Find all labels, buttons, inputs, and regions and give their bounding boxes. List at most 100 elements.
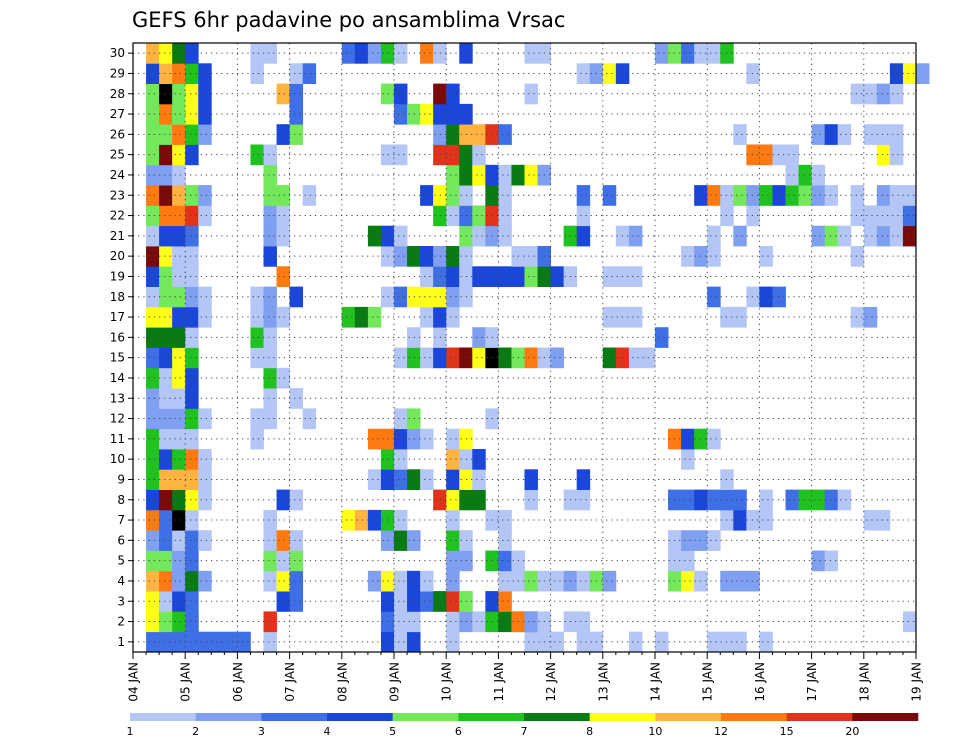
heatmap-cell: [250, 306, 264, 328]
heatmap-cell: [420, 103, 434, 125]
heatmap-cell: [889, 63, 904, 84]
heatmap-cell: [746, 509, 773, 531]
heatmap-cell: [863, 306, 878, 328]
heatmap-cell: [172, 103, 186, 125]
heatmap-cell: [185, 509, 199, 531]
heatmap-cell: [159, 428, 199, 450]
heatmap-cell: [837, 225, 852, 247]
heatmap-cell: [172, 367, 186, 389]
heatmap-cell: [146, 428, 160, 450]
heatmap-cell: [524, 43, 551, 64]
heatmap-cell: [394, 449, 408, 470]
heatmap-cell: [263, 144, 277, 166]
heatmap-cell: [185, 205, 199, 227]
heatmap-cell: [302, 408, 317, 430]
heatmap-cell: [707, 428, 721, 450]
heatmap-cell: [185, 63, 199, 84]
heatmap-cell: [720, 306, 747, 328]
heatmap-cell: [681, 570, 695, 592]
y-tick-label: 7: [117, 513, 125, 527]
heatmap-cell: [263, 367, 277, 389]
heatmap-cell: [850, 83, 878, 105]
heatmap-cell: [472, 347, 486, 369]
heatmap-cell: [394, 408, 408, 430]
heatmap-cell: [759, 489, 773, 511]
chart-title: GEFS 6hr padavine po ansamblima Vrsac: [132, 8, 565, 32]
y-tick-label: 21: [110, 229, 125, 243]
heatmap-cell: [146, 530, 160, 551]
heatmap-cell: [250, 63, 264, 84]
heatmap-cell: [159, 266, 173, 287]
heatmap-cell: [759, 286, 773, 308]
heatmap-cell: [185, 83, 199, 105]
x-tick-label: 19 JAN: [910, 662, 924, 702]
y-tick-label: 27: [110, 107, 125, 121]
heatmap-cell: [655, 631, 669, 653]
heatmap-cell: [185, 225, 199, 247]
heatmap-cell: [824, 489, 839, 511]
heatmap-cell: [159, 509, 173, 531]
heatmap-cell: [250, 327, 264, 348]
heatmap-cell: [146, 347, 160, 369]
heatmap-cell: [380, 449, 395, 470]
heatmap-cell: [172, 83, 186, 105]
heatmap-cell: [498, 550, 512, 572]
y-tick-label: 14: [110, 371, 125, 385]
heatmap-cell: [289, 63, 304, 84]
heatmap-cell: [159, 185, 173, 206]
heatmap-cell: [380, 286, 395, 308]
y-tick-label: 23: [110, 188, 125, 202]
heatmap-cell: [172, 570, 186, 592]
heatmap-cell: [446, 164, 460, 186]
colorbar-swatch: [261, 713, 328, 721]
heatmap-cell: [876, 185, 891, 206]
heatmap-cell: [524, 347, 538, 369]
heatmap-cell: [198, 570, 212, 592]
heatmap-cell: [185, 124, 199, 145]
x-tick-label: 17 JAN: [805, 662, 819, 702]
heatmap-cell: [798, 164, 812, 186]
heatmap-cell: [380, 509, 395, 531]
y-tick-label: 25: [110, 148, 125, 162]
heatmap-cell: [198, 449, 212, 470]
heatmap-cell: [694, 43, 721, 64]
heatmap-cell: [798, 185, 812, 206]
heatmap-cell: [276, 530, 290, 551]
heatmap-cell: [394, 570, 408, 592]
heatmap-cell: [276, 124, 290, 145]
heatmap-cell: [524, 83, 538, 105]
heatmap-cell: [707, 246, 721, 267]
heatmap-cell: [354, 509, 369, 531]
colorbar-label: 7: [521, 725, 528, 738]
heatmap-cell: [876, 225, 891, 247]
heatmap-cell: [707, 631, 721, 653]
heatmap-cell: [146, 327, 186, 348]
heatmap-cell: [681, 550, 695, 572]
heatmap-cell: [446, 83, 460, 105]
heatmap-cell: [537, 570, 565, 592]
heatmap-cell: [459, 124, 486, 145]
heatmap-cell: [172, 164, 186, 186]
colorbar-label: 1: [127, 725, 134, 738]
heatmap-cell: [289, 286, 304, 308]
heatmap-cell: [367, 428, 395, 450]
heatmap-cell: [446, 489, 460, 511]
x-axis: 04 JAN 05 JAN 06 JAN 07 JAN 08 JAN 09 JAN 10 J…: [127, 652, 924, 702]
heatmap-cell: [159, 205, 186, 227]
heatmap-cell: [420, 246, 434, 267]
heatmap-cell: [302, 63, 317, 84]
heatmap-cell: [185, 570, 199, 592]
x-tick-label: 10 JAN: [440, 662, 454, 702]
heatmap-cell: [263, 246, 277, 267]
heatmap-cell: [198, 103, 212, 125]
heatmap-cell: [159, 63, 173, 84]
heatmap-cell: [172, 43, 186, 64]
heatmap-cell: [446, 205, 460, 227]
heatmap-cell: [394, 428, 408, 450]
heatmap-cell: [576, 570, 591, 592]
heatmap-cell: [563, 489, 591, 511]
heatmap-cell: [172, 144, 186, 166]
y-tick-label: 26: [110, 127, 125, 141]
heatmap-cell: [746, 185, 760, 206]
heatmap-cell: [811, 225, 826, 247]
